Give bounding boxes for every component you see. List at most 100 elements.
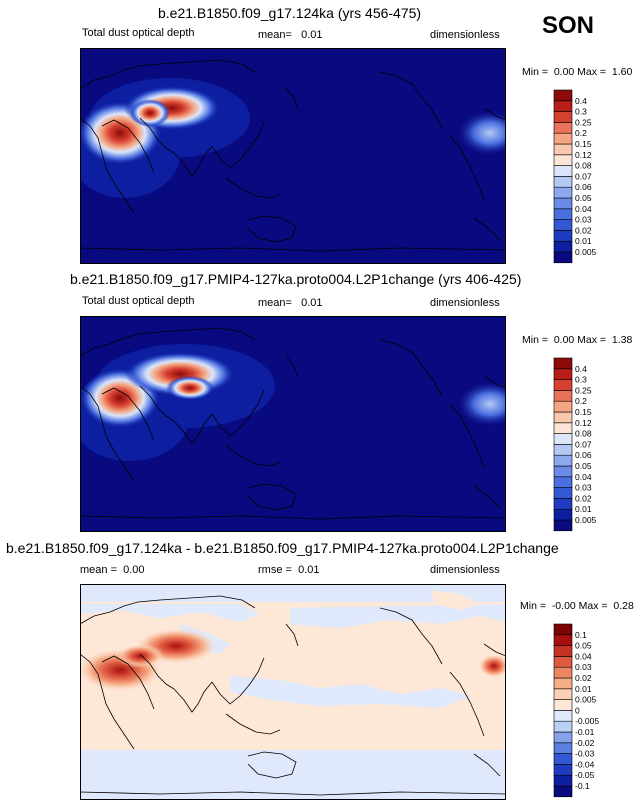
colorbar-3-box-10 (553, 677, 573, 690)
panel-3-rmse-value: 0.01 (298, 564, 320, 576)
season-label: SON (542, 12, 595, 39)
colorbar-1-box-15 (553, 89, 573, 102)
panel-1-variable-label: Total dust optical depth (82, 27, 195, 39)
colorbar-3-label-0: -0.1 (575, 781, 590, 791)
colorbar-1-label-14: 0.4 (575, 96, 587, 106)
colorbar-3-box-7 (553, 710, 573, 722)
colorbar-1-box-6 (553, 186, 573, 199)
colorbar-1-box-1 (553, 240, 573, 253)
colorbar-3-box-1 (553, 774, 573, 787)
colorbar-3-label-11: 0.03 (575, 662, 592, 672)
panel-3-mean-label: mean = (80, 564, 117, 576)
colorbar-2-box-5 (553, 465, 573, 478)
panel-3-units: dimensionless (430, 564, 500, 576)
panel-2-variable-label: Total dust optical depth (82, 295, 195, 307)
panel-1-colorbar: 0.0050.010.020.030.040.050.060.070.080.1… (553, 89, 597, 264)
colorbar-2-label-12: 0.25 (575, 385, 592, 395)
colorbar-2-label-13: 0.3 (575, 375, 587, 385)
colorbar-1-box-9 (553, 154, 573, 166)
colorbar-1-label-13: 0.3 (575, 107, 587, 117)
colorbar-2-box-10 (553, 411, 573, 424)
panel-2-max-label: Max = (577, 334, 607, 346)
panel-3-colorbar: -0.1-0.05-0.04-0.03-0.02-0.01-0.00500.00… (553, 623, 599, 798)
colorbar-2-box-8 (553, 433, 573, 445)
colorbar-3-box-4 (553, 742, 573, 754)
colorbar-1-box-5 (553, 197, 573, 210)
colorbar-3-label-7: 0 (575, 705, 580, 715)
colorbar-3-label-1: -0.05 (575, 770, 595, 780)
colorbar-1-label-8: 0.08 (575, 161, 592, 171)
colorbar-3-label-8: 0.005 (575, 695, 597, 705)
panel-3-map (80, 584, 506, 800)
panel-1-units: dimensionless (430, 29, 500, 41)
colorbar-3-box-5 (553, 731, 573, 744)
colorbar-2-label-3: 0.03 (575, 483, 592, 493)
colorbar-1-box-12 (553, 122, 573, 134)
colorbar-2-label-10: 0.15 (575, 407, 592, 417)
colorbar-2-box-15 (553, 357, 573, 370)
panel-3-min-value: -0.00 (551, 600, 576, 612)
colorbar-2-label-14: 0.4 (575, 364, 587, 374)
colorbar-3-box-2 (553, 764, 573, 776)
colorbar-1-box-4 (553, 208, 573, 220)
colorbar-2-label-9: 0.12 (575, 418, 592, 428)
colorbar-2-box-3 (553, 487, 573, 499)
panel-1-min-label: Min = (522, 66, 548, 78)
colorbar-3-box-11 (553, 666, 573, 679)
colorbar-1-label-7: 0.07 (575, 171, 592, 181)
panel-2-colorbar: 0.0050.010.020.030.040.050.060.070.080.1… (553, 357, 597, 532)
colorbar-2-box-7 (553, 444, 573, 456)
colorbar-2-box-11 (553, 400, 573, 413)
colorbar-1-label-11: 0.2 (575, 128, 587, 138)
colorbar-3-box-15 (553, 623, 573, 636)
panel-1-mean-label: mean= (258, 29, 292, 41)
colorbar-3-box-13 (553, 645, 573, 657)
colorbar-1-label-6: 0.06 (575, 182, 592, 192)
panel-1-mean: mean= 0.01 (258, 29, 323, 41)
colorbar-2-label-2: 0.02 (575, 493, 592, 503)
colorbar-1-label-1: 0.01 (575, 236, 592, 246)
colorbar-1-label-9: 0.12 (575, 150, 592, 160)
panel-3-rmse: rmse = 0.01 (258, 564, 319, 576)
panel-1-minmax: Min = 0.00 Max = 1.60 (522, 66, 632, 78)
colorbar-2-box-0 (553, 519, 573, 532)
panel-3-title: b.e21.B1850.f09_g17.124ka - b.e21.B1850.… (6, 540, 559, 556)
colorbar-1-label-3: 0.03 (575, 215, 592, 225)
colorbar-2-label-0: 0.005 (575, 515, 597, 525)
colorbar-2-label-7: 0.07 (575, 439, 592, 449)
colorbar-3-box-14 (553, 634, 573, 646)
colorbar-3-label-12: 0.04 (575, 651, 592, 661)
colorbar-2-label-1: 0.01 (575, 504, 592, 514)
colorbar-3-box-8 (553, 699, 573, 711)
colorbar-1-box-7 (553, 176, 573, 188)
colorbar-1-box-10 (553, 143, 573, 156)
panel-2-title: b.e21.B1850.f09_g17.PMIP4-127ka.proto004… (70, 271, 522, 287)
colorbar-2-box-14 (553, 368, 573, 380)
colorbar-1-box-13 (553, 111, 573, 123)
colorbar-1-box-3 (553, 219, 573, 231)
colorbar-3-label-14: 0.1 (575, 630, 587, 640)
panel-3-minmax: Min = -0.00 Max = 0.28 (520, 600, 634, 612)
panel-3-max-value: 0.28 (613, 600, 634, 612)
panel-1-max-value: 1.60 (611, 66, 633, 78)
panel-3-mean: mean = 0.00 (80, 564, 145, 576)
panel-2-max-value: 1.38 (611, 334, 633, 346)
colorbar-2-box-1 (553, 508, 573, 521)
colorbar-1-box-8 (553, 165, 573, 177)
panel-2-units: dimensionless (430, 297, 500, 309)
colorbar-1-box-0 (553, 251, 573, 264)
panel-1-max-label: Max = (577, 66, 607, 78)
colorbar-3-box-12 (553, 656, 573, 668)
panel-2-mean-value: 0.01 (301, 297, 323, 309)
colorbar-3-box-9 (553, 688, 573, 700)
colorbar-2-label-8: 0.08 (575, 429, 592, 439)
colorbar-2-box-6 (553, 454, 573, 467)
colorbar-3-box-3 (553, 753, 573, 765)
panel-2-map (80, 316, 506, 532)
colorbar-1-label-12: 0.25 (575, 117, 592, 127)
colorbar-3-label-4: -0.02 (575, 738, 595, 748)
panel-2-min-value: 0.00 (553, 334, 575, 346)
colorbar-1-label-4: 0.04 (575, 204, 592, 214)
panel-2-minmax: Min = 0.00 Max = 1.38 (522, 334, 632, 346)
colorbar-2-label-6: 0.06 (575, 450, 592, 460)
